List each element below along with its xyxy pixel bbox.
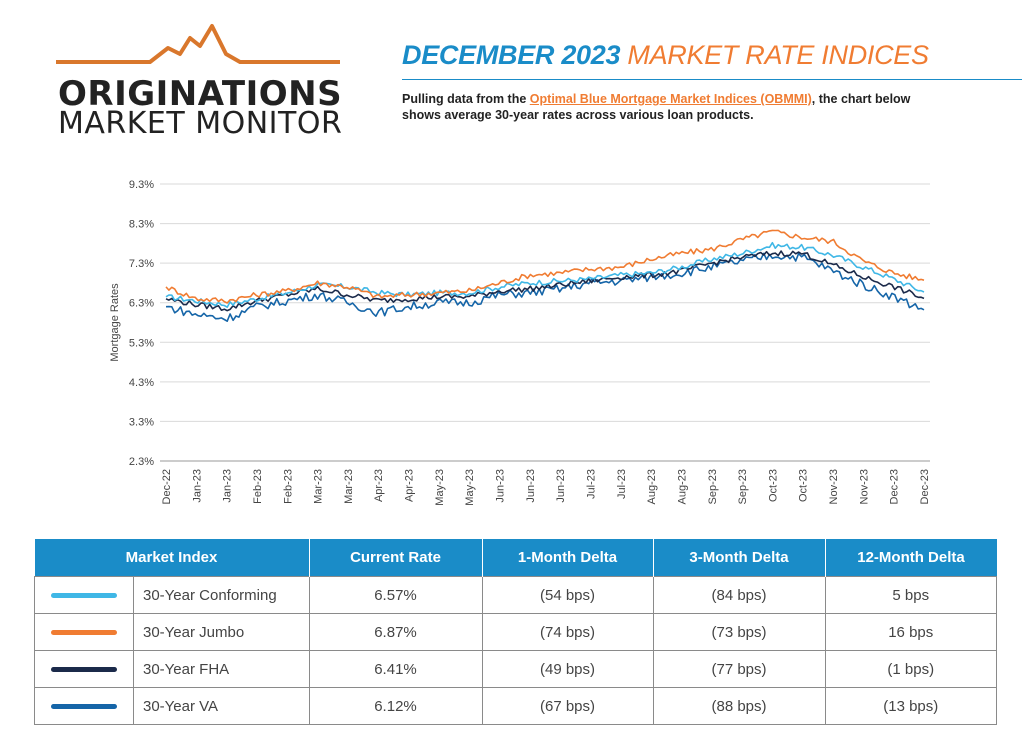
page-title: DECEMBER 2023 MARKET RATE INDICES bbox=[402, 40, 929, 71]
header-1-month-delta: 1-Month Delta bbox=[482, 539, 654, 577]
obmmi-link[interactable]: Optimal Blue Mortgage Market Indices (OB… bbox=[529, 92, 812, 106]
legend-swatch-fha bbox=[51, 666, 117, 672]
x-tick-label: Oct-23 bbox=[798, 469, 810, 502]
current-rate: 6.87% bbox=[308, 613, 483, 651]
subtitle-pre: Pulling data from the bbox=[402, 92, 530, 106]
legend-swatch-conforming bbox=[51, 592, 117, 598]
index-name-cell: 30-Year FHA bbox=[34, 650, 310, 688]
x-tick-label: Aug-23 bbox=[646, 469, 658, 504]
y-tick-label: 2.3% bbox=[129, 456, 154, 468]
x-tick-label: Mar-23 bbox=[313, 469, 325, 504]
x-tick-label: Sep-23 bbox=[707, 469, 719, 504]
logo-text-market-monitor: MARKET MONITOR bbox=[58, 106, 343, 141]
logo-text-originations: ORIGINATIONS bbox=[58, 74, 343, 114]
table-header-row: Market Index Current Rate 1-Month Delta … bbox=[34, 539, 997, 577]
index-name-cell: 30-Year Conforming bbox=[34, 576, 310, 614]
index-name-cell: 30-Year Jumbo bbox=[34, 613, 310, 651]
x-tick-label: Sep-23 bbox=[737, 469, 749, 504]
x-tick-label: Aug-23 bbox=[676, 469, 688, 504]
table-row: 30-Year Jumbo 6.87% (74 bps) (73 bps) 16… bbox=[34, 613, 997, 651]
mountain-logo-icon bbox=[56, 24, 340, 64]
page-title-date: DECEMBER 2023 bbox=[402, 40, 621, 70]
three-month-delta: (77 bps) bbox=[652, 650, 826, 688]
x-tick-label: Jun-23 bbox=[495, 469, 507, 503]
twelve-month-delta: (13 bps) bbox=[824, 687, 997, 725]
index-name: 30-Year Conforming bbox=[143, 586, 277, 604]
market-index-table: Market Index Current Rate 1-Month Delta … bbox=[34, 539, 997, 725]
y-axis-label: Mortgage Rates bbox=[109, 283, 121, 362]
x-tick-label: Feb-23 bbox=[282, 469, 294, 504]
series-line-30-year-jumbo bbox=[165, 229, 925, 304]
x-tick-label: Apr-23 bbox=[404, 469, 416, 502]
one-month-delta: (67 bps) bbox=[481, 687, 654, 725]
index-name: 30-Year Jumbo bbox=[143, 623, 245, 641]
x-tick-label: Oct-23 bbox=[767, 469, 779, 502]
x-tick-label: May-23 bbox=[434, 469, 446, 506]
one-month-delta: (74 bps) bbox=[481, 613, 654, 651]
twelve-month-delta: (1 bps) bbox=[824, 650, 997, 688]
x-tick-label: Jul-23 bbox=[585, 469, 597, 499]
y-tick-label: 8.3% bbox=[129, 219, 154, 231]
header-market-index: Market Index bbox=[34, 539, 310, 577]
y-tick-label: 9.3% bbox=[129, 179, 154, 191]
three-month-delta: (73 bps) bbox=[652, 613, 826, 651]
index-name: 30-Year VA bbox=[143, 697, 219, 715]
x-tick-label: Jul-23 bbox=[616, 469, 628, 499]
header-current-rate: Current Rate bbox=[309, 539, 483, 577]
logo: ORIGINATIONS MARKET MONITOR bbox=[50, 18, 350, 141]
index-name: 30-Year FHA bbox=[143, 660, 230, 678]
table-row: 30-Year FHA 6.41% (49 bps) (77 bps) (1 b… bbox=[34, 650, 997, 688]
twelve-month-delta: 16 bps bbox=[824, 613, 997, 651]
y-tick-label: 6.3% bbox=[129, 298, 154, 310]
series-line-30-year-fha bbox=[165, 250, 925, 312]
page-subtitle: Pulling data from the Optimal Blue Mortg… bbox=[402, 91, 942, 123]
header-12-month-delta: 12-Month Delta bbox=[825, 539, 997, 577]
twelve-month-delta: 5 bps bbox=[824, 576, 997, 614]
x-tick-label: Nov-23 bbox=[858, 469, 870, 504]
x-tick-label: Dec-22 bbox=[161, 469, 173, 504]
index-name-cell: 30-Year VA bbox=[34, 687, 310, 725]
rate-line-chart: 9.3% 8.3% 7.3% 6.3% 5.3% 4.3% 3.3% 2.3% Mortgage… bbox=[109, 179, 931, 506]
header-3-month-delta: 3-Month Delta bbox=[653, 539, 826, 577]
table-row: 30-Year Conforming 6.57% (54 bps) (84 bp… bbox=[34, 576, 997, 614]
x-tick-label: Dec-23 bbox=[919, 469, 931, 504]
x-tick-label: Jan-23 bbox=[222, 469, 234, 503]
current-rate: 6.57% bbox=[308, 576, 483, 614]
one-month-delta: (54 bps) bbox=[481, 576, 654, 614]
x-tick-label: Apr-23 bbox=[373, 469, 385, 502]
three-month-delta: (88 bps) bbox=[652, 687, 826, 725]
legend-swatch-va bbox=[51, 703, 117, 709]
subtitle-post: , the chart below shows average 30-year … bbox=[402, 92, 911, 122]
current-rate: 6.41% bbox=[308, 650, 483, 688]
x-tick-label: Mar-23 bbox=[343, 469, 355, 504]
table-row: 30-Year VA 6.12% (67 bps) (88 bps) (13 b… bbox=[34, 687, 997, 725]
y-tick-label: 3.3% bbox=[129, 416, 154, 428]
y-tick-label: 4.3% bbox=[129, 377, 154, 389]
x-tick-label: Dec-23 bbox=[889, 469, 901, 504]
current-rate: 6.12% bbox=[308, 687, 483, 725]
one-month-delta: (49 bps) bbox=[481, 650, 654, 688]
page-title-rest: MARKET RATE INDICES bbox=[627, 40, 929, 70]
y-tick-label: 5.3% bbox=[129, 337, 154, 349]
x-tick-label: Feb-23 bbox=[252, 469, 264, 504]
x-tick-label: Nov-23 bbox=[828, 469, 840, 504]
x-tick-label: Jan-23 bbox=[191, 469, 203, 503]
y-tick-label: 7.3% bbox=[129, 258, 154, 270]
x-tick-label: Jun-23 bbox=[525, 469, 537, 503]
series-line-30-year-conforming bbox=[165, 241, 925, 308]
legend-swatch-jumbo bbox=[51, 629, 117, 635]
x-tick-label: May-23 bbox=[464, 469, 476, 506]
title-divider bbox=[402, 79, 1022, 80]
x-tick-label: Jun-23 bbox=[555, 469, 567, 503]
three-month-delta: (84 bps) bbox=[652, 576, 826, 614]
